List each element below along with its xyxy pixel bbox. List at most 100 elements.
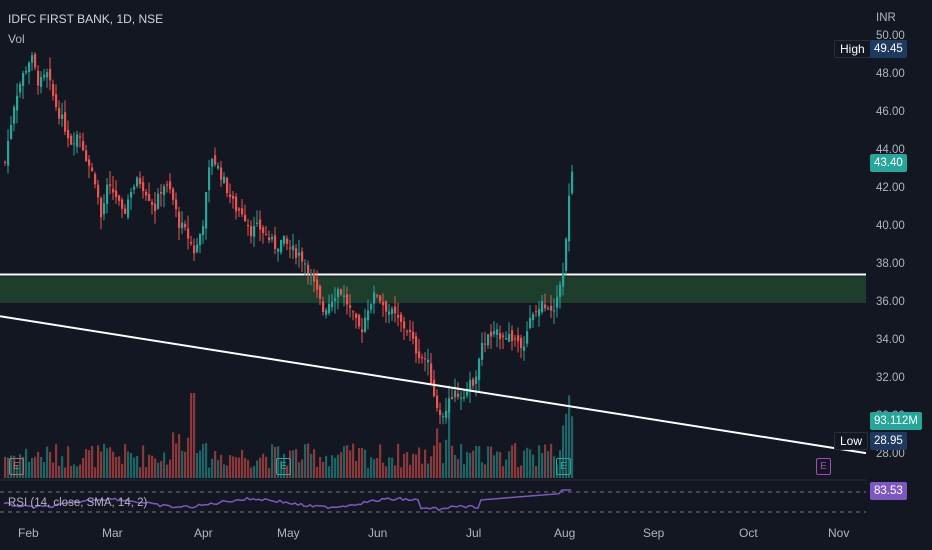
candle-body (487, 334, 490, 346)
candle-body (232, 195, 235, 199)
price-tick: 34.00 (876, 334, 905, 346)
volume-bar (175, 443, 178, 478)
candle-body (220, 167, 223, 180)
volume-bar (7, 457, 10, 478)
candle-body (442, 416, 445, 418)
earnings-marker-1[interactable]: E (9, 458, 24, 475)
volume-bar (304, 444, 307, 478)
candle-body (241, 208, 244, 215)
volume-bar (367, 467, 370, 478)
candle-body (247, 224, 250, 227)
volume-bar (52, 462, 55, 478)
volume-bar (370, 457, 373, 478)
volume-bar (25, 448, 28, 478)
volume-bar (361, 447, 364, 478)
volume-bar (223, 464, 226, 478)
volume-bar (472, 450, 475, 478)
earnings-marker-2[interactable]: E (276, 458, 291, 475)
volume-bar (190, 393, 193, 478)
candle-body (211, 158, 214, 167)
candle-body (148, 193, 151, 201)
volume-bar (271, 444, 274, 478)
volume-bar (217, 459, 220, 478)
candle-body (532, 314, 535, 321)
candle-body (97, 184, 100, 198)
volume-bar (358, 448, 361, 478)
volume-bar (142, 445, 145, 478)
volume-bar (508, 451, 511, 478)
volume-bar (211, 458, 214, 478)
earnings-marker-upcoming[interactable]: E (816, 458, 831, 475)
candle-body (67, 129, 70, 139)
candle-body (178, 211, 181, 228)
trendline[interactable] (0, 315, 867, 455)
candle-body (409, 329, 412, 332)
candle-body (229, 194, 232, 198)
volume-bar (232, 456, 235, 478)
candle-body (523, 346, 526, 351)
candle-body (412, 331, 415, 339)
candle-body (10, 124, 13, 139)
candle-body (490, 331, 493, 337)
volume-bar (307, 443, 310, 478)
volume-bar (31, 457, 34, 478)
candle-body (568, 195, 571, 242)
candle-body (160, 191, 163, 194)
rsi-legend: RSI (14, close, SMA, 14, 2) (8, 497, 148, 509)
volume-bar (229, 455, 232, 478)
support-zone[interactable] (0, 276, 866, 303)
volume-bar (13, 455, 16, 478)
candle-body (331, 301, 334, 307)
volume-bar (301, 459, 304, 478)
candle-body (238, 208, 241, 211)
candle-body (319, 285, 322, 299)
candle-body (373, 292, 376, 304)
candle-body (58, 108, 61, 119)
candle-body (208, 167, 211, 191)
candle-body (343, 295, 346, 297)
volume-bar (259, 457, 262, 478)
volume-bar (529, 449, 532, 478)
candle-body (259, 219, 262, 230)
price-tick: 50.00 (876, 30, 905, 42)
candle-body (406, 331, 409, 333)
candle-body (187, 228, 190, 239)
candle-body (106, 184, 109, 204)
candle-body (226, 178, 229, 194)
earnings-marker-3[interactable]: E (556, 458, 571, 475)
candle-body (526, 331, 529, 344)
volume-bar (274, 446, 277, 478)
volume-label: Vol (8, 32, 25, 46)
volume-bar (127, 451, 130, 478)
candle-body (433, 379, 436, 397)
volume-bar (454, 454, 457, 478)
candle-body (139, 178, 142, 185)
volume-bar (418, 447, 421, 478)
candle-body (193, 245, 196, 254)
candle-body (76, 134, 79, 147)
candle-body (463, 396, 466, 399)
volume-bar (19, 454, 22, 478)
candle-body (7, 140, 10, 166)
candle-body (376, 295, 379, 297)
volume-bar (499, 452, 502, 478)
volume-bar (544, 444, 547, 478)
candle-body (439, 410, 442, 416)
volume-bar (253, 465, 256, 478)
candle-body (565, 239, 568, 271)
candle-body (262, 227, 265, 234)
volume-bar (469, 452, 472, 478)
volume-bar (49, 451, 52, 478)
candle-body (469, 380, 472, 392)
candle-body (448, 398, 451, 413)
candle-body (61, 114, 64, 119)
candle-body (451, 397, 454, 399)
volume-bar (112, 451, 115, 478)
volume-bar (409, 464, 412, 478)
volume-bar (316, 466, 319, 478)
volume-bar (40, 457, 43, 478)
candle-body (31, 55, 34, 63)
volume-bar (445, 439, 448, 478)
candle-body (418, 351, 421, 359)
